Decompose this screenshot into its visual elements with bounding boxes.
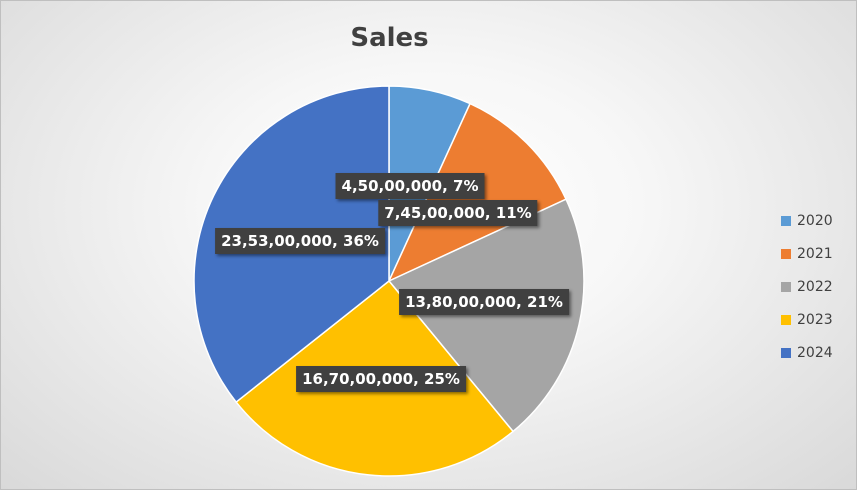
legend-item-2020: 2020 [781, 204, 833, 237]
legend: 2020 2021 2022 2023 2024 [781, 204, 833, 369]
legend-swatch [781, 314, 791, 325]
legend-swatch [781, 215, 791, 226]
data-label-2022: 13,80,00,000, 21% [399, 289, 569, 315]
legend-label: 2023 [797, 311, 833, 328]
legend-item-2024: 2024 [781, 336, 833, 369]
data-label-2023: 16,70,00,000, 25% [296, 366, 466, 392]
legend-swatch [781, 248, 791, 259]
legend-swatch [781, 281, 791, 292]
legend-swatch [781, 347, 791, 358]
legend-label: 2024 [797, 344, 833, 361]
data-label-2024: 23,53,00,000, 36% [215, 228, 385, 254]
data-label-2021: 7,45,00,000, 11% [378, 200, 538, 226]
chart-title: Sales [350, 23, 429, 53]
pie-slice-2022 [387, 198, 585, 433]
legend-label: 2022 [797, 278, 833, 295]
legend-item-2023: 2023 [781, 303, 833, 336]
legend-label: 2021 [797, 245, 833, 262]
legend-item-2022: 2022 [781, 270, 833, 303]
legend-label: 2020 [797, 212, 833, 229]
data-label-2020: 4,50,00,000, 7% [335, 173, 485, 199]
legend-item-2021: 2021 [781, 237, 833, 270]
